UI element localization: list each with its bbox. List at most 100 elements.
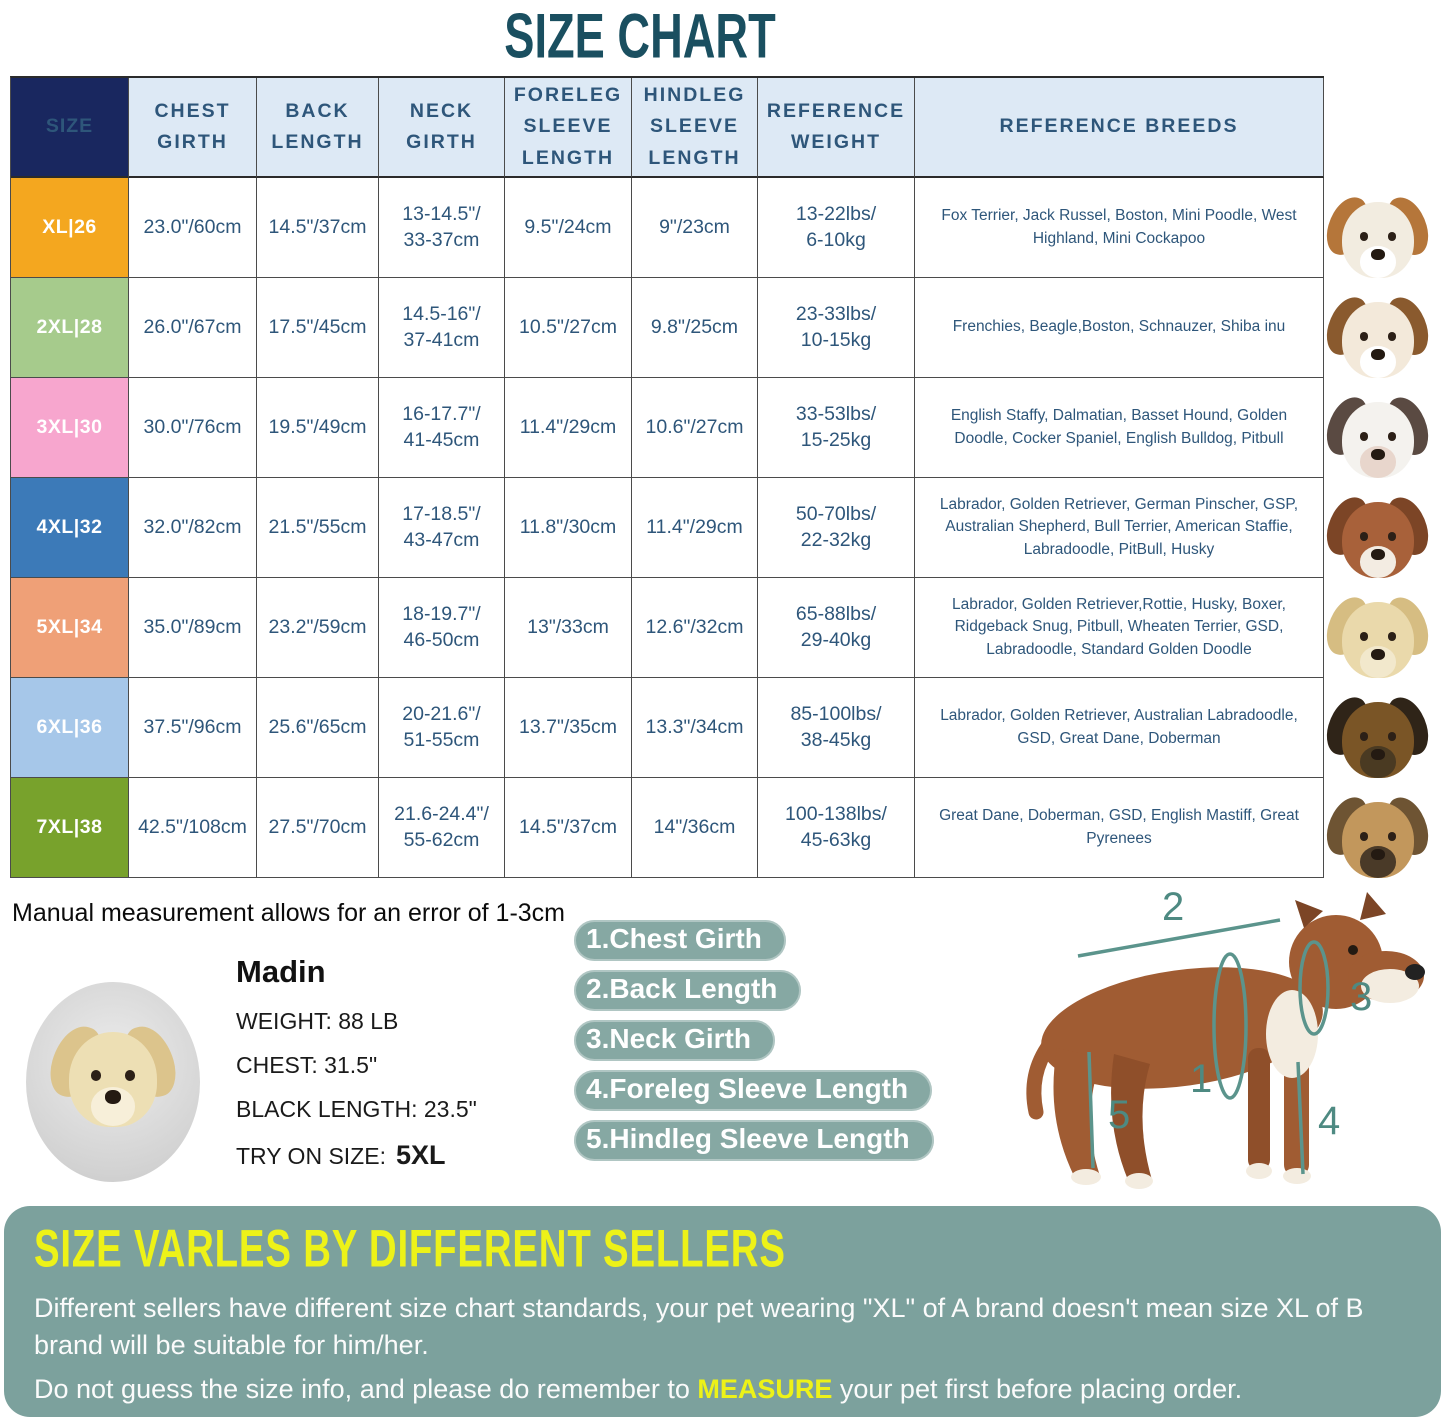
reference-weight-cell: 100-138lbs/ 45-63kg: [758, 778, 915, 878]
neck-girth-cell: 17-18.5"/ 43-47cm: [379, 478, 505, 578]
reference-breeds-cell: Frenchies, Beagle,Boston, Schnauzer, Shi…: [915, 278, 1324, 378]
neck-girth-cell: 16-17.7"/ 41-45cm: [379, 378, 505, 478]
diagram-number-4: 4: [1318, 1099, 1340, 1143]
back-length-cell: 25.6"/65cm: [257, 678, 379, 778]
dh-nose: [1371, 848, 1385, 861]
title-wrap: SIZE CHART: [0, 0, 1280, 72]
reference-breeds-cell: Fox Terrier, Jack Russel, Boston, Mini P…: [915, 178, 1324, 278]
size-table: SIZE CHEST GIRTH BACK LENGTH NECK GIRTH FORE…: [10, 76, 1324, 878]
column-header: REFERENCE WEIGHT: [758, 78, 915, 178]
reference-breeds-cell: Labrador, Golden Retriever, Australian L…: [915, 678, 1324, 778]
great-dane-photo: [1321, 792, 1435, 890]
dog-silhouette-image: [1026, 892, 1425, 1189]
reference-breeds-cell: Labrador, Golden Retriever, German Pinsc…: [915, 478, 1324, 578]
neck-girth-cell: 21.6-24.4"/ 55-62cm: [379, 778, 505, 878]
measurement-note: Manual measurement allows for an error o…: [12, 899, 566, 927]
model-dog-chest: CHEST: 31.5": [236, 1052, 378, 1078]
dh-nose: [1371, 648, 1385, 661]
measurement-pill-5: 5.Hindleg Sleeve Length: [574, 1120, 934, 1161]
table-row: 6XL|36 37.5"/96cm 25.6"/65cm 20-21.6"/ 51-5…: [11, 678, 1324, 778]
dh-nose: [104, 1090, 122, 1105]
table-header-row: SIZE CHEST GIRTH BACK LENGTH NECK GIRTH FORE…: [11, 78, 1324, 178]
dh-eye: [1359, 232, 1369, 242]
reference-weight-cell: 50-70lbs/ 22-32kg: [758, 478, 915, 578]
table-row: 7XL|38 42.5"/108cm 27.5"/70cm 21.6-24.4"/ 5…: [11, 778, 1324, 878]
column-header: CHEST GIRTH: [129, 78, 257, 178]
chest-girth-cell: 32.0"/82cm: [129, 478, 257, 578]
table-row: 3XL|30 30.0"/76cm 19.5"/49cm 16-17.7"/ 41-4…: [11, 378, 1324, 478]
neck-girth-cell: 20-21.6"/ 51-55cm: [379, 678, 505, 778]
hindleg-sleeve-cell: 10.6"/27cm: [632, 378, 758, 478]
size-column-header: SIZE: [11, 78, 129, 178]
madin-dog-face: [43, 1020, 183, 1141]
measurement-lines: [1077, 918, 1330, 1175]
model-dog-weight: WEIGHT: 88 LB: [236, 1008, 399, 1034]
reference-weight-cell: 65-88lbs/ 29-40kg: [758, 578, 915, 678]
labrador-photo: [1321, 592, 1435, 690]
chest-girth-cell: 30.0"/76cm: [129, 378, 257, 478]
size-cell: 6XL|36: [11, 678, 129, 778]
dh-eye: [1387, 432, 1397, 442]
table-row: XL|26 23.0"/60cm 14.5"/37cm 13-14.5"/ 33-37…: [11, 178, 1324, 278]
foreleg-sleeve-cell: 13"/33cm: [505, 578, 632, 678]
reference-weight-cell: 85-100lbs/ 38-45kg: [758, 678, 915, 778]
diagram-number-1: 1: [1190, 1057, 1212, 1101]
breed-photo-column: [1321, 192, 1435, 894]
german-shepherd-photo: [1321, 692, 1435, 790]
dh-nose: [1371, 348, 1385, 361]
reference-weight-cell: 33-53lbs/ 15-25kg: [758, 378, 915, 478]
column-header: HINDLEG SLEEVE LENGTH: [632, 78, 758, 178]
dalmatian-photo: [1321, 392, 1435, 490]
try-on-label: TRY ON SIZE:: [236, 1143, 386, 1169]
dh-eye: [1359, 332, 1369, 342]
column-header: BACK LENGTH: [257, 78, 379, 178]
dh-eye: [90, 1070, 102, 1081]
reference-breeds-cell: Great Dane, Doberman, GSD, English Masti…: [915, 778, 1324, 878]
foreleg-sleeve-cell: 11.8"/30cm: [505, 478, 632, 578]
table-row: 2XL|28 26.0"/67cm 17.5"/45cm 14.5-16"/ 37-4…: [11, 278, 1324, 378]
size-cell: 2XL|28: [11, 278, 129, 378]
size-cell: 5XL|34: [11, 578, 129, 678]
dh-eye: [124, 1070, 136, 1081]
reference-weight-cell: 23-33lbs/ 10-15kg: [758, 278, 915, 378]
foreleg-sleeve-cell: 10.5"/27cm: [505, 278, 632, 378]
table-body: XL|26 23.0"/60cm 14.5"/37cm 13-14.5"/ 33-37…: [11, 178, 1324, 878]
amstaff-photo: [1321, 492, 1435, 590]
seller-notice-heading: SIZE VARLES BY DIFFERENT SELLERS: [34, 1220, 786, 1279]
chest-girth-cell: 42.5"/108cm: [129, 778, 257, 878]
beagle-photo: [1321, 292, 1435, 390]
column-header: FORELEG SLEEVE LENGTH: [505, 78, 632, 178]
measurement-pill-4: 4.Foreleg Sleeve Length: [574, 1070, 933, 1111]
model-dog-back-length: BLACK LENGTH: 23.5": [236, 1096, 477, 1122]
table-row: 4XL|32 32.0"/82cm 21.5"/55cm 17-18.5"/ 43-4…: [11, 478, 1324, 578]
model-dog-info: WEIGHT: 88 LB CHEST: 31.5" BLACK LENGTH:…: [236, 1008, 477, 1188]
neck-girth-cell: 14.5-16"/ 37-41cm: [379, 278, 505, 378]
measurement-numbers: 1 2 3 4 5: [1108, 885, 1372, 1143]
dh-eye: [1387, 332, 1397, 342]
foreleg-sleeve-cell: 11.4"/29cm: [505, 378, 632, 478]
back-length-cell: 23.2"/59cm: [257, 578, 379, 678]
diagram-number-5: 5: [1108, 1093, 1130, 1137]
hindleg-sleeve-cell: 14"/36cm: [632, 778, 758, 878]
size-cell: 7XL|38: [11, 778, 129, 878]
dh-nose: [1371, 248, 1385, 261]
notice-text: Do not guess the size info, and please d…: [34, 1373, 698, 1404]
dh-nose: [1371, 548, 1385, 561]
dh-eye: [1387, 232, 1397, 242]
size-cell: 4XL|32: [11, 478, 129, 578]
back-length-cell: 14.5"/37cm: [257, 178, 379, 278]
hindleg-sleeve-cell: 11.4"/29cm: [632, 478, 758, 578]
column-header: REFERENCE BREEDS: [915, 78, 1324, 178]
back-length-cell: 17.5"/45cm: [257, 278, 379, 378]
measurement-pill-3: 3.Neck Girth: [574, 1020, 775, 1061]
diagram-number-3: 3: [1350, 975, 1372, 1019]
model-dog-photo: [26, 982, 200, 1182]
try-on-size-value: 5XL: [395, 1140, 446, 1170]
hindleg-sleeve-cell: 9"/23cm: [632, 178, 758, 278]
dh-eye: [1387, 732, 1397, 742]
seller-notice-panel: SIZE VARLES BY DIFFERENT SELLERS Differe…: [4, 1206, 1441, 1417]
seller-notice-line-2: Do not guess the size info, and please d…: [34, 1371, 1419, 1408]
reference-breeds-cell: English Staffy, Dalmatian, Basset Hound,…: [915, 378, 1324, 478]
seller-notice-body: Different sellers have different size ch…: [34, 1290, 1419, 1408]
notice-text: your pet first before placing order.: [832, 1373, 1243, 1404]
